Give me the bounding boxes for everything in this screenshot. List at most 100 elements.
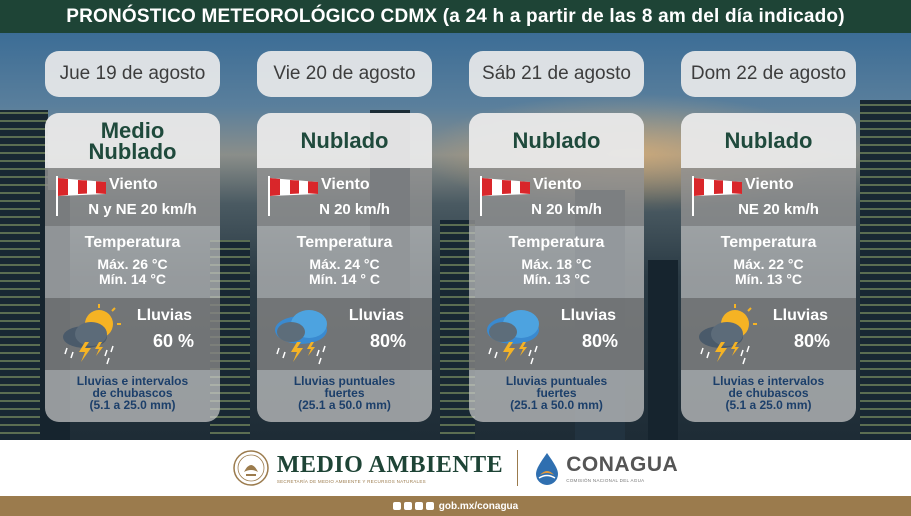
rain-description: Lluvias puntuales fuertes (25.1 a 50.0 mm)	[469, 370, 644, 422]
medio-ambiente-subtitle: SECRETARÍA DE MEDIO AMBIENTE Y RECURSOS …	[276, 478, 426, 484]
rain-label: Lluvias	[772, 307, 828, 324]
day-tab-1: Jue 19 de agosto	[45, 51, 220, 97]
condition-line-1: Nublado	[300, 128, 389, 153]
sky-condition: Medio Nublado	[45, 113, 220, 168]
twitter-icon[interactable]	[403, 502, 412, 510]
header-bar: PRONÓSTICO METEOROLÓGICO CDMX (a 24 h a …	[0, 0, 911, 33]
wind-section: Viento N y NE 20 km/h	[45, 168, 220, 226]
forecast-card-1: Medio Nublado Viento N y NE 20 km/h Temperat…	[45, 113, 220, 422]
temperature-section: Temperatura Máx. 24 °C Mín. 14 ° C	[257, 226, 432, 298]
temperature-max: Máx. 26 °C	[97, 256, 168, 272]
temperature-label: Temperatura	[84, 234, 181, 251]
wind-value: NE 20 km/h	[738, 201, 819, 218]
rain-probability: 80%	[793, 331, 830, 351]
day-label: Jue 19 de agosto	[59, 63, 206, 84]
wind-section: Viento N 20 km/h	[469, 168, 644, 226]
wind-label: Viento	[533, 176, 582, 193]
day-label: Dom 22 de agosto	[690, 63, 847, 84]
wind-value: N 20 km/h	[531, 201, 602, 218]
day-label: Sáb 21 de agosto	[482, 63, 631, 84]
forecast-card-2: Nublado Viento N 20 km/h Temperatura Máx. 24…	[257, 113, 432, 422]
rain-probability: 80%	[581, 331, 618, 351]
temperature-label: Temperatura	[296, 234, 393, 251]
footer: MEDIO AMBIENTE SECRETARÍA DE MEDIO AMBIE…	[0, 440, 911, 496]
forecast-card-4: Nublado Viento NE 20 km/h Temperatura Máx. 2…	[681, 113, 856, 422]
temperature-max: Máx. 24 °C	[309, 256, 380, 272]
wind-section: Viento N 20 km/h	[257, 168, 432, 226]
rain-desc-line-3: (25.1 a 50.0 mm)	[298, 398, 391, 412]
temperature-min: Mín. 14 ° C	[309, 271, 380, 287]
rain-label: Lluvias	[348, 307, 404, 324]
rain-desc-line-1: Lluvias puntuales	[293, 374, 396, 388]
temperature-label: Temperatura	[508, 234, 605, 251]
sun-cloud-storm-icon	[699, 304, 757, 365]
windsock-icon	[692, 176, 742, 216]
rain-label: Lluvias	[560, 307, 616, 324]
conagua-drop-icon	[536, 453, 559, 485]
day-tab-3: Sáb 21 de agosto	[469, 51, 644, 97]
sky-condition: Nublado	[257, 113, 432, 168]
day-label: Vie 20 de agosto	[273, 63, 416, 84]
temperature-section: Temperatura Máx. 22 °C Mín. 13 °C	[681, 226, 856, 298]
wind-section: Viento NE 20 km/h	[681, 168, 856, 226]
conagua-subtitle: COMISIÓN NACIONAL DEL AGUA	[566, 477, 645, 483]
day-tab-2: Vie 20 de agosto	[257, 51, 432, 97]
sun-cloud-storm-icon	[63, 304, 121, 365]
social-url-link[interactable]: gob.mx/conagua	[438, 500, 519, 512]
rain-desc-line-3: (5.1 a 25.0 mm)	[725, 398, 812, 412]
rain-label: Lluvias	[136, 307, 192, 324]
page-title: PRONÓSTICO METEOROLÓGICO CDMX (a 24 h a …	[66, 5, 845, 27]
social-bar: gob.mx/conagua	[0, 496, 911, 516]
rain-section: Lluvias 60 %	[45, 298, 220, 370]
temperature-label: Temperatura	[720, 234, 817, 251]
temperature-max: Máx. 18 °C	[521, 256, 592, 272]
windsock-icon	[480, 176, 530, 216]
rain-desc-line-3: (5.1 a 25.0 mm)	[89, 398, 176, 412]
wind-value: N y NE 20 km/h	[88, 201, 197, 218]
day-tab-4: Dom 22 de agosto	[681, 51, 856, 97]
rain-desc-line-1: Lluvias e intervalos	[712, 374, 825, 388]
wind-label: Viento	[745, 176, 794, 193]
rain-desc-line-2: de chubascos	[92, 386, 173, 400]
condition-line-2: Nublado	[88, 138, 177, 164]
rain-probability: 60 %	[152, 331, 194, 351]
rain-section: Lluvias 80%	[681, 298, 856, 370]
rain-probability: 80%	[369, 331, 406, 351]
rain-description: Lluvias e intervalos de chubascos (5.1 a 2…	[45, 370, 220, 422]
conagua-title: CONAGUA	[566, 452, 679, 476]
rain-desc-line-2: fuertes	[536, 386, 577, 400]
cloud-storm-icon	[487, 310, 539, 365]
temperature-min: Mín. 13 °C	[522, 271, 591, 287]
temperature-section: Temperatura Máx. 26 °C Mín. 14 °C	[45, 226, 220, 298]
temperature-min: Mín. 13 °C	[734, 271, 803, 287]
wind-label: Viento	[109, 176, 158, 193]
mexico-seal-icon	[233, 450, 269, 486]
sky-condition: Nublado	[681, 113, 856, 168]
condition-line-1: Nublado	[512, 128, 601, 153]
temperature-section: Temperatura Máx. 18 °C Mín. 13 °C	[469, 226, 644, 298]
forecast-card-3: Nublado Viento N 20 km/h Temperatura Máx. 18…	[469, 113, 644, 422]
wind-value: N 20 km/h	[319, 201, 390, 218]
rain-description: Lluvias puntuales fuertes (25.1 a 50.0 mm)	[257, 370, 432, 422]
logo-divider	[517, 450, 519, 486]
temperature-min: Mín. 14 °C	[98, 271, 167, 287]
conagua-logo: CONAGUA COMISIÓN NACIONAL DEL AGUA	[566, 452, 679, 483]
rain-desc-line-1: Lluvias puntuales	[505, 374, 608, 388]
windsock-icon	[56, 176, 106, 216]
condition-line-1: Nublado	[724, 128, 813, 153]
youtube-icon[interactable]	[425, 502, 434, 510]
rain-desc-line-2: de chubascos	[728, 386, 809, 400]
instagram-icon[interactable]	[414, 502, 423, 510]
sky-condition: Nublado	[469, 113, 644, 168]
social-icons	[392, 502, 434, 510]
facebook-icon[interactable]	[392, 502, 401, 510]
windsock-icon	[268, 176, 318, 216]
cloud-storm-icon	[275, 310, 327, 365]
rain-desc-line-3: (25.1 a 50.0 mm)	[510, 398, 603, 412]
medio-ambiente-logo: MEDIO AMBIENTE SECRETARÍA DE MEDIO AMBIE…	[277, 453, 503, 484]
rain-section: Lluvias 80%	[469, 298, 644, 370]
wind-label: Viento	[321, 176, 370, 193]
rain-desc-line-1: Lluvias e intervalos	[76, 374, 189, 388]
medio-ambiente-title: MEDIO AMBIENTE	[276, 451, 504, 478]
rain-desc-line-2: fuertes	[324, 386, 365, 400]
